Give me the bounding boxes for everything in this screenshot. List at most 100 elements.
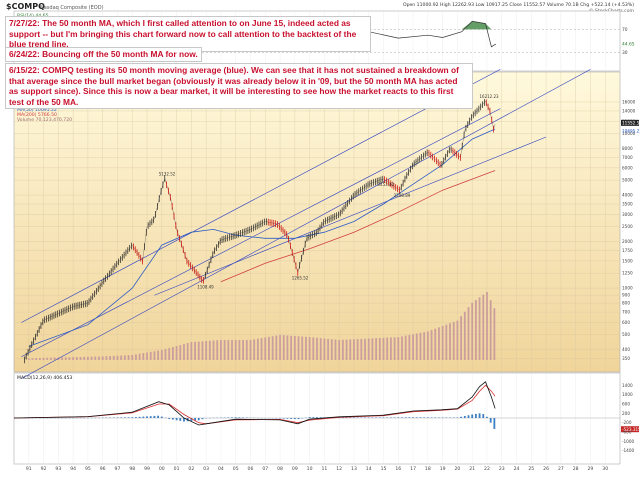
price-tick-label: 8000 bbox=[622, 146, 633, 151]
macd-histogram-bar bbox=[471, 415, 473, 419]
rsi-tick-label: 30 bbox=[622, 50, 628, 56]
volume-bar bbox=[401, 336, 403, 360]
volume-bar bbox=[76, 357, 78, 360]
macd-histogram-bar bbox=[198, 418, 200, 420]
annotation-jun-15: 6/15/22: COMPQ testing its 50 month movi… bbox=[5, 63, 473, 109]
volume-bar bbox=[479, 297, 481, 360]
volume-bar bbox=[72, 357, 74, 360]
macd-histogram-bar bbox=[172, 418, 174, 420]
volume-bar bbox=[427, 331, 429, 360]
price-tick-label: 1250 bbox=[622, 271, 633, 276]
volume-bar bbox=[305, 337, 307, 360]
volume-bar bbox=[412, 334, 414, 360]
price-tick-label: 14000 bbox=[622, 108, 636, 113]
macd-histogram-bar bbox=[231, 417, 233, 418]
price-point-label: 5132.52 bbox=[159, 171, 176, 176]
annotation-text: COMPQ testing its 50 month moving averag… bbox=[9, 65, 459, 107]
x-tick-label: 06 bbox=[248, 466, 254, 472]
volume-bar bbox=[360, 339, 362, 360]
x-tick-label: 27 bbox=[558, 466, 564, 472]
volume-bar bbox=[416, 334, 418, 360]
macd-histogram-bar bbox=[475, 414, 477, 418]
volume-bar bbox=[28, 358, 30, 360]
volume-bar bbox=[224, 340, 226, 360]
x-tick-label: 20 bbox=[454, 466, 460, 472]
volume-bar bbox=[357, 339, 359, 360]
macd-histogram-bar bbox=[290, 418, 292, 419]
macd-tick-label: 1400 bbox=[622, 383, 633, 388]
macd-histogram-bar bbox=[128, 417, 130, 418]
macd-histogram-bar bbox=[179, 418, 181, 421]
volume-bar bbox=[168, 348, 170, 360]
macd-histogram-bar bbox=[316, 417, 318, 418]
x-tick-label: 12 bbox=[336, 466, 342, 472]
price-tick-label: 3500 bbox=[622, 202, 633, 207]
volume-bar bbox=[390, 337, 392, 360]
volume-bar bbox=[490, 300, 492, 360]
x-tick-label: 91 bbox=[26, 466, 32, 472]
macd-histogram-bar bbox=[139, 417, 141, 418]
x-tick-label: 96 bbox=[100, 466, 106, 472]
volume-bar bbox=[368, 339, 370, 360]
macd-histogram-bar bbox=[427, 417, 429, 418]
macd-histogram-bar bbox=[157, 416, 159, 418]
macd-histogram-bar bbox=[423, 417, 425, 418]
volume-bar bbox=[464, 312, 466, 360]
price-tick-label: 700 bbox=[622, 310, 630, 315]
macd-histogram-bar bbox=[131, 417, 133, 418]
volume-bar bbox=[120, 356, 122, 360]
price-tick-label: 7000 bbox=[622, 155, 633, 160]
volume-bar bbox=[231, 340, 233, 360]
volume-bar bbox=[312, 337, 314, 360]
x-tick-label: 03 bbox=[203, 466, 209, 472]
macd-histogram-bar bbox=[150, 416, 152, 418]
macd-histogram-bar bbox=[416, 417, 418, 418]
price-tick-label: 400 bbox=[622, 347, 630, 352]
x-tick-label: 19 bbox=[440, 466, 446, 472]
macd-histogram-bar bbox=[412, 417, 414, 418]
macd-histogram-bar bbox=[479, 413, 481, 418]
x-tick-label: 04 bbox=[218, 466, 224, 472]
annotation-date: 6/15/22: bbox=[9, 65, 40, 75]
volume-legend: Volume 70,123,470,720 bbox=[17, 117, 72, 123]
volume-bar bbox=[39, 358, 41, 360]
price-tick-label: 600 bbox=[622, 320, 630, 325]
macd-histogram-bar bbox=[242, 417, 244, 418]
x-tick-label: 26 bbox=[543, 466, 549, 472]
macd-histogram-bar bbox=[460, 417, 462, 418]
volume-bar bbox=[327, 339, 329, 360]
volume-bar bbox=[438, 327, 440, 360]
volume-bar bbox=[165, 349, 167, 360]
x-tick-label: 25 bbox=[528, 466, 534, 472]
macd-tick-label: 1000 bbox=[622, 392, 633, 397]
volume-bar bbox=[50, 358, 52, 360]
volume-bar bbox=[187, 343, 189, 360]
volume-bar bbox=[190, 342, 192, 360]
x-tick-label: 29 bbox=[588, 466, 594, 472]
volume-bar bbox=[475, 300, 477, 360]
x-tick-label: 02 bbox=[188, 466, 194, 472]
volume-bar bbox=[335, 340, 337, 360]
x-tick-label: 95 bbox=[85, 466, 91, 472]
macd-histogram-bar bbox=[287, 418, 289, 419]
annotation-text: Bouncing off the 50 month MA for now. bbox=[42, 49, 198, 59]
volume-bar bbox=[117, 356, 119, 360]
macd-tick-label: -200 bbox=[622, 420, 632, 425]
volume-bar bbox=[209, 341, 211, 360]
volume-bar bbox=[442, 326, 444, 360]
macd-histogram-bar bbox=[120, 417, 122, 418]
volume-bar bbox=[113, 356, 115, 360]
macd-histogram-bar bbox=[176, 418, 178, 420]
volume-bar bbox=[298, 336, 300, 360]
price-point-label: 1265.52 bbox=[292, 275, 309, 280]
x-tick-label: 09 bbox=[292, 466, 298, 472]
x-tick-label: 15 bbox=[381, 466, 387, 472]
volume-bar bbox=[460, 316, 462, 360]
price-tick-label: 1000 bbox=[622, 286, 633, 291]
volume-bar bbox=[346, 340, 348, 360]
macd-histogram-bar bbox=[142, 417, 144, 418]
volume-bar bbox=[227, 340, 229, 360]
volume-bar bbox=[94, 357, 96, 360]
volume-bar bbox=[268, 337, 270, 360]
